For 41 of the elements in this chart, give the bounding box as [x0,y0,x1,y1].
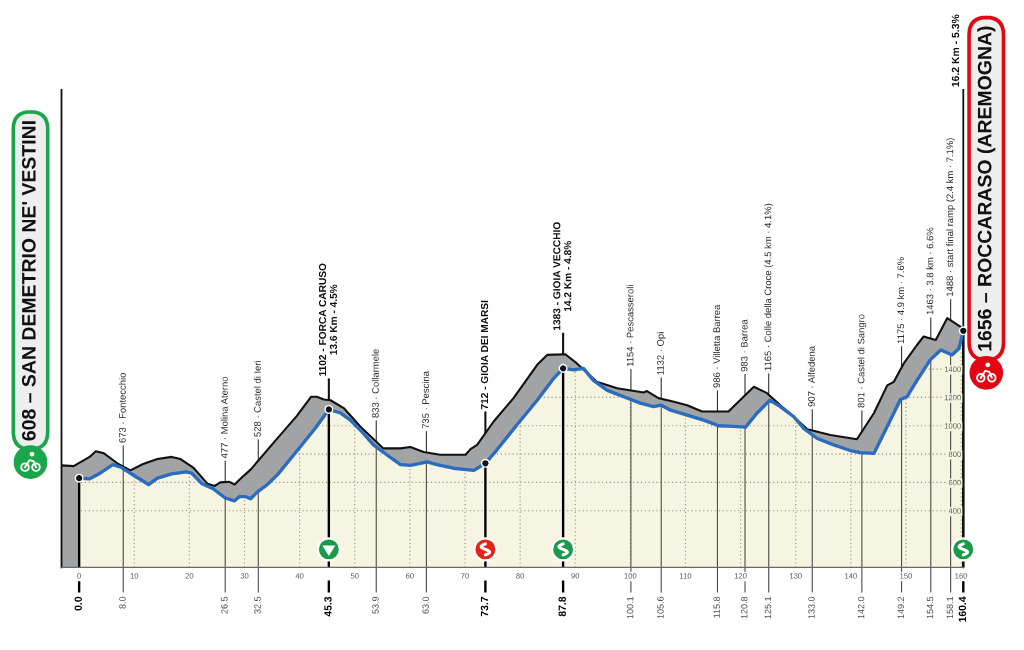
annotation: 1463 · 3.8 km · 6.6% [926,227,934,315]
ref-line-label: 158.1 [946,596,954,619]
ref-line-label: 45.3 [324,596,332,617]
annotation: 1102 - FORCA CARUSO 13.6 Km - 4.5% [318,263,338,376]
annotation: 1488 · start final ramp (2.4 km · 7.1%) [946,138,956,296]
ref-line-label: 160.4 [958,596,967,622]
ref-line-label: 53.9 [372,596,379,614]
ref-line-label: 32.5 [254,596,261,614]
annotation: 986 · Villetta Barrea [713,304,720,388]
ref-line-label: 149.2 [897,596,904,619]
ref-line-label: 142.0 [857,596,865,619]
text: 1656 – ROCCARASO (AREMOGNA) [977,26,996,351]
annotation: 907 · Alfedena [807,345,815,407]
annotation: 673 · Fontecchio [118,373,126,443]
text: 608 – SAN DEMETRIO NE' VESTINI [21,121,36,441]
ref-line-label: 133.0 [808,596,815,619]
ref-line-label: 125.1 [764,596,772,619]
ref-line-label: 120.8 [741,596,748,619]
ref-line-label: 105.6 [657,596,664,619]
ref-line-label: 8.0 [119,596,126,609]
annotation: 1154 · Pescasseroli [626,285,634,367]
annotation: 833 · Collarmele [371,349,379,418]
annotation: 735 · Pescina [422,371,429,429]
ref-line-label: 100.1 [626,596,634,619]
ref-line-label: 73.7 [480,596,489,617]
ref-line-label: 154.5 [926,596,934,619]
text: 16.2 Km - 5.3% [951,14,960,87]
annotation: 712 - GIOIA DEI MARSI [480,300,489,410]
annotation: 801 · Castel di Sangro [857,314,867,408]
ref-line-label: 115.8 [713,596,720,618]
annotation: 528 · Castel di Ieri [253,361,261,437]
annotation: 1165 · Colle della Croce (4.5 km · 4.1%) [764,203,774,371]
annotation: 1175 · 4.9 km · 7.6% [897,257,905,344]
ref-line-label: 63.0 [422,596,429,614]
annotation: 1383 - GIOIA VECCHIO 14.2 Km - 4.8% [553,222,572,331]
annotation: 983 · Barrea [740,319,748,372]
ref-line-label: 0.0 [74,596,82,611]
ref-line-label: 87.8 [558,596,566,617]
annotation: 1132 · Opi [656,332,666,375]
annotation: 477 · Molina Aterno [220,376,228,459]
ref-line-label: 26.5 [221,596,228,614]
